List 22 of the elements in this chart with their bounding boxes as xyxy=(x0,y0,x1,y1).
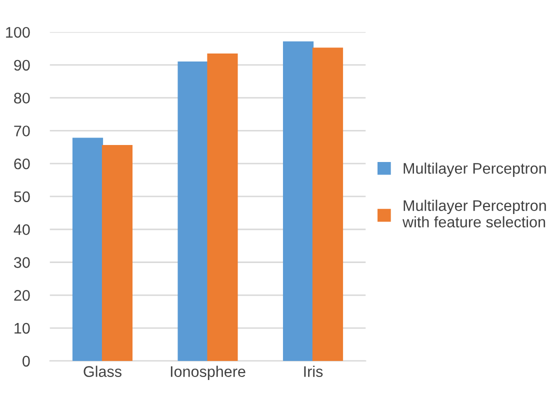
x-tick-label: Iris xyxy=(304,366,323,377)
x-tick-label: Ionosphere xyxy=(170,366,246,380)
y-tick-label: 90 xyxy=(14,60,30,71)
y-tick-label: 50 xyxy=(14,191,30,202)
y-tick-label: 0 xyxy=(22,356,30,367)
y-tick-label: 100 xyxy=(6,26,30,38)
y-tick-label: 80 xyxy=(14,92,30,104)
bar xyxy=(207,54,238,361)
legend-label: Multilayer Perceptron xyxy=(404,162,546,177)
bar xyxy=(282,41,314,361)
y-tick-label: 60 xyxy=(14,158,30,170)
bar xyxy=(72,138,104,361)
y-tick-label: 10 xyxy=(14,322,30,334)
bar xyxy=(312,48,344,361)
y-tick-label: 20 xyxy=(14,290,30,301)
x-tick-label: Glass xyxy=(84,366,122,377)
legend-label: Multilayer Perceptron with feature selection xyxy=(402,200,546,228)
bar xyxy=(178,61,208,361)
y-tick-label: 40 xyxy=(14,224,30,236)
y-tick-label: 70 xyxy=(14,126,30,136)
bar xyxy=(102,144,133,361)
y-tick-label: 30 xyxy=(14,257,30,268)
